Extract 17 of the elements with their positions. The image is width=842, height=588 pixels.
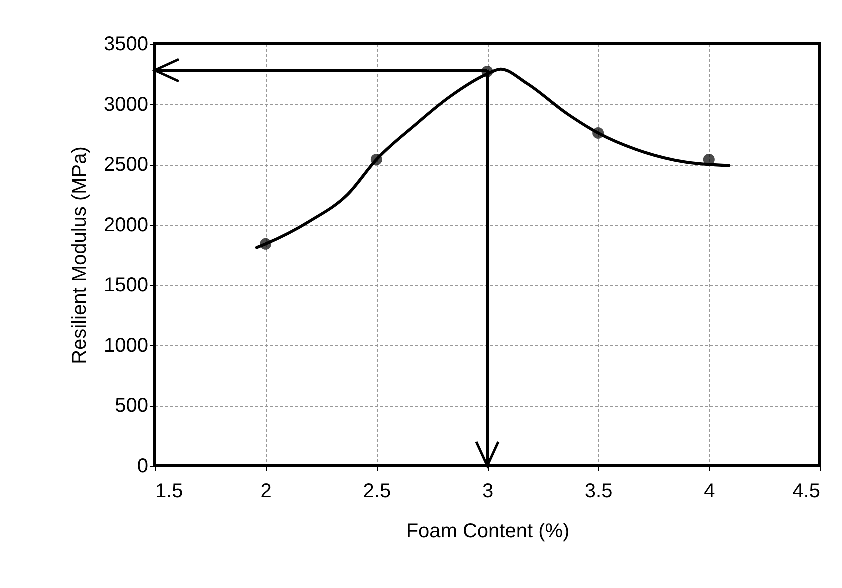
x-tick-label: 2.5 — [363, 480, 392, 502]
x-tick-label: 2 — [260, 480, 272, 502]
y-tick-label: 3500 — [104, 34, 148, 56]
x-tick-label: 1.5 — [156, 480, 184, 502]
y-tick-label: 2500 — [104, 154, 148, 176]
y-tick-label: 1500 — [104, 274, 148, 297]
x-tick-label: 4.5 — [792, 480, 820, 502]
x-tick-label: 3.5 — [584, 480, 613, 502]
y-tick-label: 500 — [115, 395, 148, 418]
x-tick-label: 4 — [704, 480, 716, 502]
x-axis-title: Foam Content (%) — [406, 520, 570, 542]
y-tick-label: 1000 — [104, 334, 148, 357]
x-tick-label: 3 — [482, 480, 494, 502]
y-tick-label: 2000 — [104, 214, 148, 236]
y-tick-label: 0 — [137, 456, 148, 478]
y-axis-title: Resilient Modulus (MPa) — [69, 146, 92, 364]
y-tick-label: 3000 — [104, 94, 148, 116]
